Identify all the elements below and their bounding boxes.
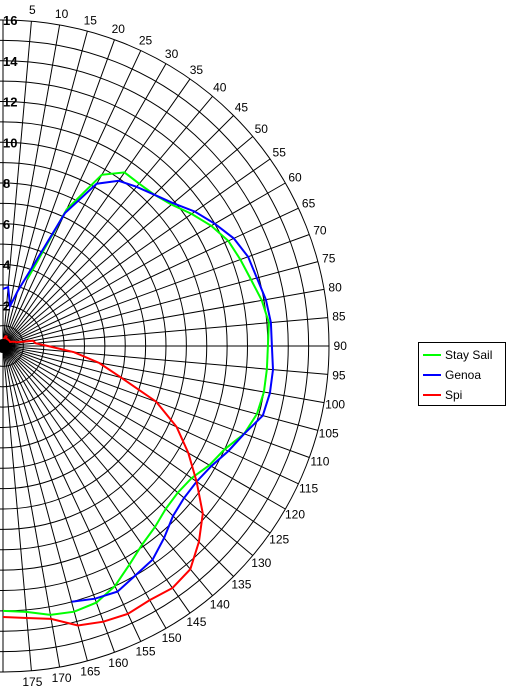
- chart-series: [2, 171, 275, 627]
- angle-tick-label: 160: [108, 656, 128, 670]
- grid-spoke: [2, 345, 319, 431]
- grid-spoke: [2, 158, 271, 347]
- grid-spoke: [2, 288, 325, 347]
- series-line-genoa: [2, 179, 275, 603]
- angle-tick-label: 135: [231, 577, 251, 591]
- angle-tick-label: 85: [332, 310, 346, 324]
- chart-origin-dot: [0, 339, 10, 353]
- angle-tick-label: 170: [52, 671, 72, 685]
- angle-tick-label: 125: [269, 532, 289, 546]
- chart-grid: [0, 19, 330, 673]
- angle-tick-label: 65: [302, 197, 316, 211]
- angle-tick-label: 110: [310, 454, 329, 468]
- angle-tick-label: 20: [112, 22, 126, 36]
- grid-spoke: [2, 115, 234, 347]
- radius-tick-label: 6: [3, 217, 10, 232]
- grid-spoke: [2, 30, 88, 347]
- radius-tick-label: 10: [3, 135, 17, 150]
- grid-spoke: [2, 345, 299, 485]
- legend-swatch-stay-sail: [423, 354, 441, 356]
- grid-spoke: [2, 234, 310, 347]
- angle-tick-label: 70: [313, 224, 327, 238]
- legend-item-spi: Spi: [423, 385, 501, 405]
- grid-spoke: [2, 345, 61, 668]
- radius-tick-label: 16: [3, 13, 17, 28]
- angle-tick-label: 5: [29, 3, 36, 17]
- grid-spoke: [2, 50, 142, 347]
- angle-tick-label: 145: [186, 615, 206, 629]
- grid-spoke: [2, 345, 328, 375]
- grid-spoke: [2, 345, 254, 556]
- angle-tick-label: 40: [213, 81, 227, 95]
- grid-spoke: [2, 207, 299, 347]
- angle-tick-label: 45: [235, 101, 249, 115]
- legend-item-genoa: Genoa: [423, 365, 501, 385]
- angle-tick-label: 25: [139, 33, 153, 47]
- radius-tick-label: 14: [3, 54, 18, 69]
- angle-tick-label: 140: [210, 597, 230, 611]
- angle-tick-label: 55: [273, 146, 287, 160]
- series-line-spi: [2, 335, 204, 627]
- angle-tick-label: 90: [334, 339, 348, 353]
- grid-spoke: [2, 345, 213, 597]
- grid-spoke: [2, 317, 328, 347]
- angle-tick-label: 75: [322, 252, 336, 266]
- grid-spoke: [2, 345, 167, 629]
- angle-tick-label: 35: [190, 63, 204, 77]
- grid-spoke: [2, 345, 234, 577]
- grid-spoke: [2, 345, 115, 653]
- angle-tick-label: 105: [319, 426, 339, 440]
- grid-spoke: [2, 24, 61, 347]
- grid-spoke: [2, 136, 254, 347]
- legend-label-stay-sail: Stay Sail: [445, 348, 493, 362]
- legend-swatch-spi: [423, 394, 441, 396]
- grid-spoke: [2, 39, 115, 347]
- angle-tick-label: 150: [162, 631, 182, 645]
- angle-tick-label: 50: [255, 122, 269, 136]
- grid-spoke: [2, 261, 319, 347]
- angle-tick-label: 115: [299, 482, 318, 496]
- radius-tick-label: 4: [3, 258, 11, 273]
- grid-spoke: [2, 345, 191, 614]
- grid-spoke: [2, 95, 213, 347]
- grid-spoke: [2, 182, 286, 347]
- angle-tick-label: 155: [135, 645, 155, 659]
- angle-tick-label: 95: [332, 368, 346, 382]
- grid-spoke: [2, 345, 32, 671]
- angle-tick-label: 175: [22, 675, 42, 689]
- angle-tick-label: 60: [288, 170, 302, 184]
- grid-spoke: [2, 345, 88, 662]
- legend-label-spi: Spi: [445, 388, 463, 402]
- grid-spoke: [2, 345, 286, 510]
- angle-tick-label: 130: [251, 556, 271, 570]
- grid-spoke: [2, 63, 167, 347]
- radius-tick-label: 2: [3, 298, 10, 313]
- legend-swatch-genoa: [423, 374, 441, 376]
- legend-item-stay-sail: Stay Sail: [423, 345, 501, 365]
- legend-label-genoa: Genoa: [445, 368, 482, 382]
- grid-spoke: [2, 78, 191, 347]
- angle-tick-label: 165: [80, 665, 100, 679]
- chart-legend: Stay Sail Genoa Spi: [418, 342, 506, 406]
- angle-tick-label: 100: [325, 398, 345, 412]
- angle-tick-label: 120: [285, 508, 305, 522]
- radius-tick-label: 12: [3, 95, 17, 110]
- angle-tick-label: 15: [84, 13, 98, 27]
- angle-tick-label: 80: [328, 280, 342, 294]
- angle-tick-label: 30: [165, 47, 179, 61]
- angle-tick-label: 10: [55, 7, 69, 21]
- radius-tick-label: 8: [3, 176, 10, 191]
- grid-spoke: [2, 345, 271, 534]
